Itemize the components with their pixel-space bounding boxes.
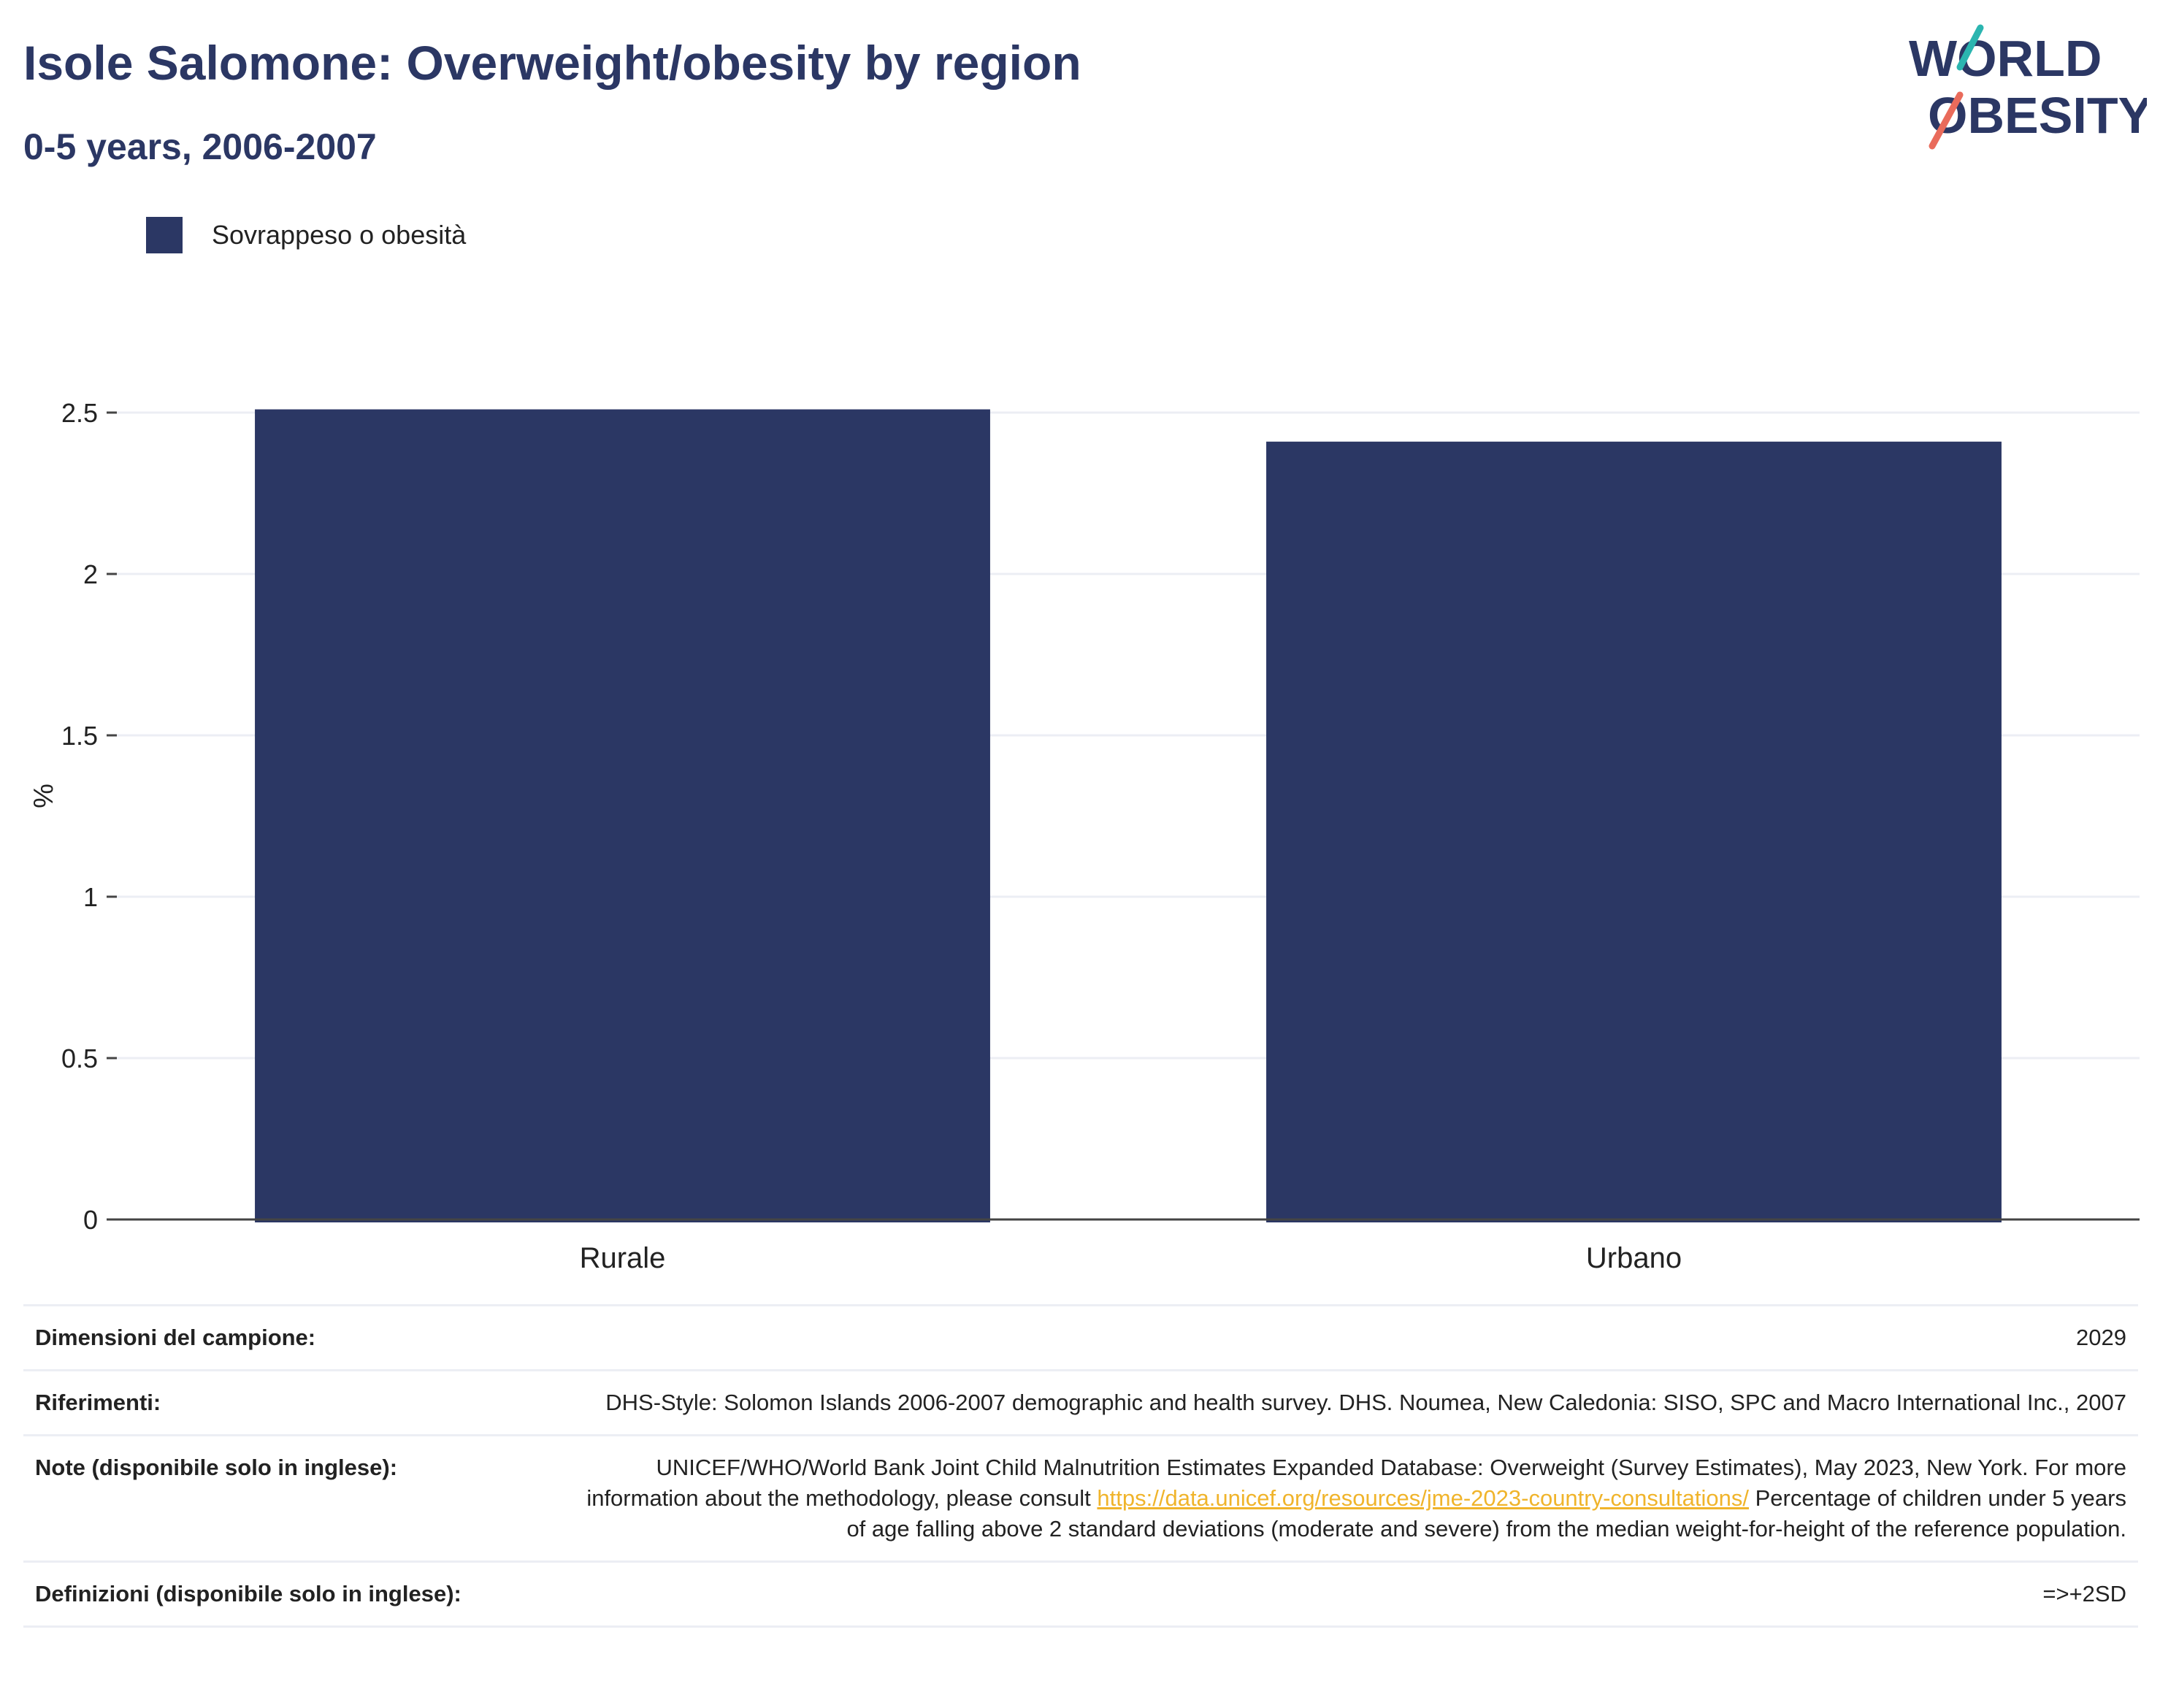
page-subtitle: 0-5 years, 2006-2007: [23, 126, 377, 167]
notes-text-1: UNICEF/WHO/World Bank Joint Child Malnut…: [586, 1455, 2126, 1511]
world-obesity-logo: WORLD OBESITY: [1909, 24, 2147, 150]
notes-value: UNICEF/WHO/World Bank Joint Child Malnut…: [572, 1434, 2138, 1562]
info-row-references: Riferimenti: DHS-Style: Solomon Islands …: [23, 1369, 2138, 1436]
methodology-link[interactable]: https://data.unicef.org/resources/jme-20…: [1097, 1485, 1749, 1511]
legend-swatch: [146, 217, 183, 253]
y-tick-labels: 0 0.5 1 1.5 2 2.5: [61, 398, 98, 1235]
notes-label: Note (disponibile solo in inglese):: [23, 1434, 572, 1562]
info-row-definitions: Definizioni (disponibile solo in inglese…: [23, 1560, 2138, 1628]
logo-line2: OBESITY: [1928, 87, 2147, 144]
references-value: DHS-Style: Solomon Islands 2006-2007 dem…: [572, 1369, 2138, 1436]
x-tick-label: Urbano: [1586, 1242, 1682, 1274]
logo-line1: WORLD: [1909, 30, 2102, 87]
y-tick-label: 0.5: [61, 1043, 98, 1073]
y-tick-label: 1.5: [61, 721, 98, 751]
sample-size-label: Dimensioni del campione:: [23, 1304, 572, 1371]
y-tick-label: 2: [83, 559, 98, 589]
info-table: Dimensioni del campione: 2029 Riferiment…: [23, 1304, 2138, 1628]
notes-text-2: Percentage of children under 5 years of …: [846, 1485, 2126, 1542]
x-tick-label: Rurale: [580, 1242, 666, 1274]
legend-label: Sovrappeso o obesità: [212, 220, 467, 250]
references-label: Riferimenti:: [23, 1369, 572, 1436]
y-tick-label: 0: [83, 1205, 98, 1235]
y-tick-label: 2.5: [61, 398, 98, 428]
info-row-sample: Dimensioni del campione: 2029: [23, 1304, 2138, 1371]
page-title: Isole Salomone: Overweight/obesity by re…: [23, 36, 1081, 90]
y-tick-label: 1: [83, 882, 98, 912]
x-tick-labels: Rurale Urbano: [580, 1242, 1682, 1274]
definitions-value: =>+2SD: [572, 1560, 2138, 1628]
chart-legend: Sovrappeso o obesità: [146, 216, 466, 254]
sample-size-value: 2029: [572, 1304, 2138, 1371]
bars: [255, 409, 2002, 1222]
y-axis-label: %: [28, 784, 59, 808]
bar-urbano[interactable]: [1266, 441, 2002, 1222]
info-row-notes: Note (disponibile solo in inglese): UNIC…: [23, 1434, 2138, 1562]
bar-chart: 0 0.5 1 1.5 2 2.5 Rurale Urbano %: [28, 398, 2140, 1274]
bar-rurale[interactable]: [255, 409, 990, 1222]
definitions-label: Definizioni (disponibile solo in inglese…: [23, 1560, 572, 1628]
